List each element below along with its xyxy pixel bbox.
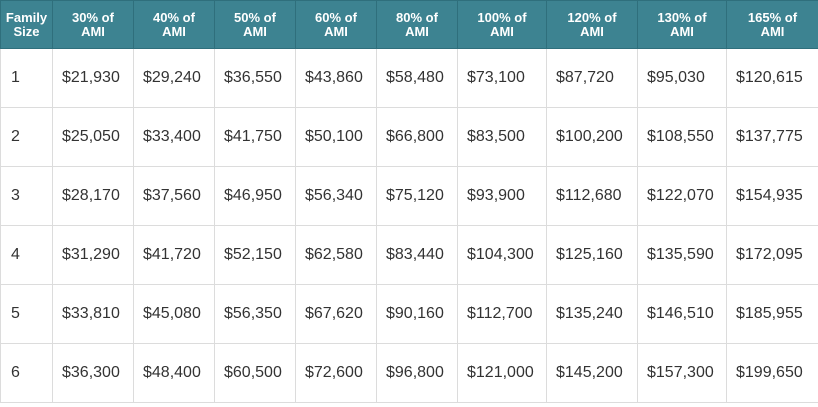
header-line: 30% of [72, 9, 114, 25]
income-limit-cell: $93,900 [457, 166, 547, 226]
income-limit-cell: $87,720 [546, 48, 638, 108]
income-limit-cell: $135,590 [637, 225, 727, 285]
income-limit-cell: $145,200 [546, 343, 638, 403]
table-row: 3 $28,170 $37,560 $46,950 $56,340 $75,120 $93,… [0, 166, 818, 226]
header-line: AMI [490, 23, 514, 39]
header-line: 40% of [153, 9, 195, 25]
income-limit-cell: $33,400 [133, 107, 215, 167]
header-line: AMI [81, 23, 105, 39]
income-limit-cell: $37,560 [133, 166, 215, 226]
income-limit-cell: $122,070 [637, 166, 727, 226]
header-line: AMI [162, 23, 186, 39]
header-line: 50% of [234, 9, 276, 25]
header-line: 100% of [477, 9, 527, 25]
income-limit-cell: $154,935 [726, 166, 818, 226]
income-limit-cell: $66,800 [376, 107, 458, 167]
income-limit-cell: $96,800 [376, 343, 458, 403]
income-limit-cell: $67,620 [295, 284, 377, 344]
income-limit-cell: $56,340 [295, 166, 377, 226]
table-row: 1 $21,930 $29,240 $36,550 $43,860 $58,480 $73,… [0, 48, 818, 108]
header-line: AMI [243, 23, 267, 39]
table-row: 5 $33,810 $45,080 $56,350 $67,620 $90,160 $112… [0, 284, 818, 344]
income-limit-cell: $31,290 [52, 225, 134, 285]
header-family-size: Family Size [0, 0, 53, 49]
income-limit-cell: $58,480 [376, 48, 458, 108]
table-row: 2 $25,050 $33,400 $41,750 $50,100 $66,800 $83,… [0, 107, 818, 167]
income-limit-cell: $48,400 [133, 343, 215, 403]
family-size-cell: 2 [0, 107, 53, 167]
header-165-ami: 165% of AMI [726, 0, 818, 49]
family-size-cell: 4 [0, 225, 53, 285]
header-line: AMI [580, 23, 604, 39]
header-120-ami: 120% of AMI [546, 0, 638, 49]
income-limit-cell: $29,240 [133, 48, 215, 108]
income-limit-cell: $121,000 [457, 343, 547, 403]
income-limit-cell: $83,500 [457, 107, 547, 167]
header-30-ami: 30% of AMI [52, 0, 134, 49]
income-limit-cell: $108,550 [637, 107, 727, 167]
header-100-ami: 100% of AMI [457, 0, 547, 49]
income-limit-cell: $50,100 [295, 107, 377, 167]
family-size-cell: 3 [0, 166, 53, 226]
header-line: AMI [324, 23, 348, 39]
header-80-ami: 80% of AMI [376, 0, 458, 49]
income-limit-cell: $28,170 [52, 166, 134, 226]
header-50-ami: 50% of AMI [214, 0, 296, 49]
family-size-cell: 5 [0, 284, 53, 344]
income-limit-cell: $41,720 [133, 225, 215, 285]
income-limit-cell: $146,510 [637, 284, 727, 344]
income-limit-cell: $56,350 [214, 284, 296, 344]
income-limit-cell: $33,810 [52, 284, 134, 344]
header-line: 165% of [747, 9, 798, 25]
header-line: 130% of [657, 9, 707, 25]
header-row: Family Size 30% of AMI 40% of AMI 50% of AMI… [0, 0, 818, 49]
income-limit-cell: $72,600 [295, 343, 377, 403]
income-limit-cell: $199,650 [726, 343, 818, 403]
income-limit-cell: $112,680 [546, 166, 638, 226]
income-limit-cell: $41,750 [214, 107, 296, 167]
income-limit-cell: $100,200 [546, 107, 638, 167]
income-limit-cell: $120,615 [726, 48, 818, 108]
income-limit-cell: $21,930 [52, 48, 134, 108]
header-line: AMI [670, 23, 694, 39]
family-size-cell: 6 [0, 343, 53, 403]
header-line: 120% of [567, 9, 617, 25]
income-limit-cell: $135,240 [546, 284, 638, 344]
income-limit-cell: $185,955 [726, 284, 818, 344]
header-line: AMI [760, 23, 785, 39]
income-limit-cell: $75,120 [376, 166, 458, 226]
header-line: 80% of [396, 9, 438, 25]
family-size-cell: 1 [0, 48, 53, 108]
income-limit-cell: $125,160 [546, 225, 638, 285]
header-40-ami: 40% of AMI [133, 0, 215, 49]
table-row: 4 $31,290 $41,720 $52,150 $62,580 $83,440 $104… [0, 225, 818, 285]
income-limit-cell: $104,300 [457, 225, 547, 285]
header-60-ami: 60% of AMI [295, 0, 377, 49]
header-line: 60% of [315, 9, 357, 25]
income-limit-cell: $43,860 [295, 48, 377, 108]
income-limit-cell: $45,080 [133, 284, 215, 344]
income-limit-cell: $83,440 [376, 225, 458, 285]
income-limit-cell: $62,580 [295, 225, 377, 285]
header-line: Family [5, 9, 48, 25]
income-limit-cell: $172,095 [726, 225, 818, 285]
header-line: Size [13, 23, 40, 39]
income-limit-cell: $95,030 [637, 48, 727, 108]
income-limit-cell: $112,700 [457, 284, 547, 344]
income-limit-cell: $137,775 [726, 107, 818, 167]
header-130-ami: 130% of AMI [637, 0, 727, 49]
table-body: 1 $21,930 $29,240 $36,550 $43,860 $58,480 $73,… [0, 48, 818, 403]
income-limit-cell: $90,160 [376, 284, 458, 344]
header-line: AMI [405, 23, 429, 39]
income-limit-cell: $46,950 [214, 166, 296, 226]
income-limit-cell: $73,100 [457, 48, 547, 108]
income-limit-cell: $52,150 [214, 225, 296, 285]
income-limit-cell: $157,300 [637, 343, 727, 403]
table-row: 6 $36,300 $48,400 $60,500 $72,600 $96,800 $121… [0, 343, 818, 403]
income-limit-cell: $25,050 [52, 107, 134, 167]
income-limit-cell: $60,500 [214, 343, 296, 403]
income-limit-cell: $36,300 [52, 343, 134, 403]
income-limit-cell: $36,550 [214, 48, 296, 108]
